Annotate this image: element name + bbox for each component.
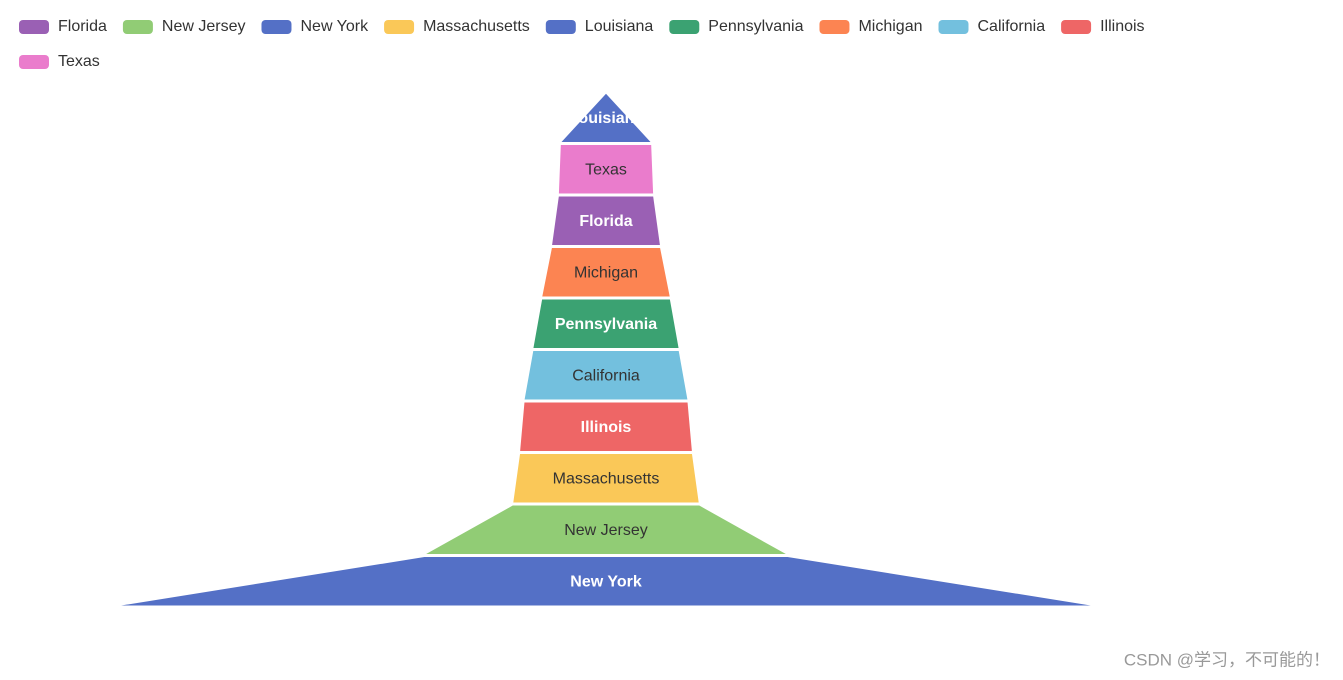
legend-icon (545, 20, 576, 34)
funnel-label: Massachusetts (553, 470, 660, 487)
legend-item[interactable]: New York (261, 18, 369, 35)
legend-item[interactable]: California (938, 18, 1046, 35)
funnel-label: New York (570, 573, 642, 590)
funnel-label: Pennsylvania (555, 316, 657, 333)
funnel-layer (550, 195, 662, 246)
funnel-layer (559, 92, 653, 143)
legend-icon (19, 55, 49, 69)
legend-item[interactable]: Michigan (819, 18, 923, 35)
funnel-label: California (572, 367, 640, 384)
funnel-layer (512, 453, 700, 504)
funnel-layer (422, 504, 790, 555)
legend-icon (669, 20, 700, 34)
legend-item[interactable]: New Jersey (122, 18, 246, 35)
legend-icon (819, 20, 850, 34)
funnel-label: Louisiana (569, 110, 644, 127)
funnel-layer (557, 144, 655, 195)
legend-text: Texas (58, 53, 100, 70)
funnel-layer (523, 350, 689, 401)
legend-icon (261, 20, 292, 34)
funnel-layer (114, 556, 1098, 607)
funnel-layer (541, 247, 671, 298)
funnel-label: Illinois (581, 419, 632, 436)
legend-text: Pennsylvania (708, 18, 803, 35)
legend-text: New Jersey (162, 18, 246, 35)
legend-icon (122, 20, 153, 34)
legend-text: Illinois (1100, 18, 1144, 35)
legend-text: Massachusetts (423, 18, 530, 35)
legend-text: New York (300, 18, 369, 35)
legend-item[interactable]: Florida (19, 18, 107, 35)
legend-item[interactable]: Louisiana (545, 18, 654, 35)
legend-text: Michigan (858, 18, 922, 35)
legend-text: Florida (58, 18, 107, 35)
legend-item[interactable]: Pennsylvania (669, 18, 804, 35)
legend-item[interactable]: Illinois (1061, 18, 1145, 35)
funnel-label: Michigan (574, 264, 638, 281)
funnel-label: Texas (585, 161, 627, 178)
funnel-label: Florida (579, 213, 632, 230)
funnel-layer (519, 401, 693, 452)
legend-icon (938, 20, 969, 34)
legend-item[interactable]: Massachusetts (384, 18, 530, 35)
legend-icon (384, 20, 415, 34)
funnel-layer (532, 298, 680, 349)
legend-text: Louisiana (585, 18, 654, 35)
legend-icon (19, 20, 49, 34)
legend-text: California (978, 18, 1046, 35)
legend-item[interactable]: Texas (19, 53, 100, 70)
funnel-label: New Jersey (564, 522, 648, 539)
watermark: CSDN @学习，不可能的！ (1124, 650, 1330, 669)
legend-icon (1061, 20, 1092, 34)
